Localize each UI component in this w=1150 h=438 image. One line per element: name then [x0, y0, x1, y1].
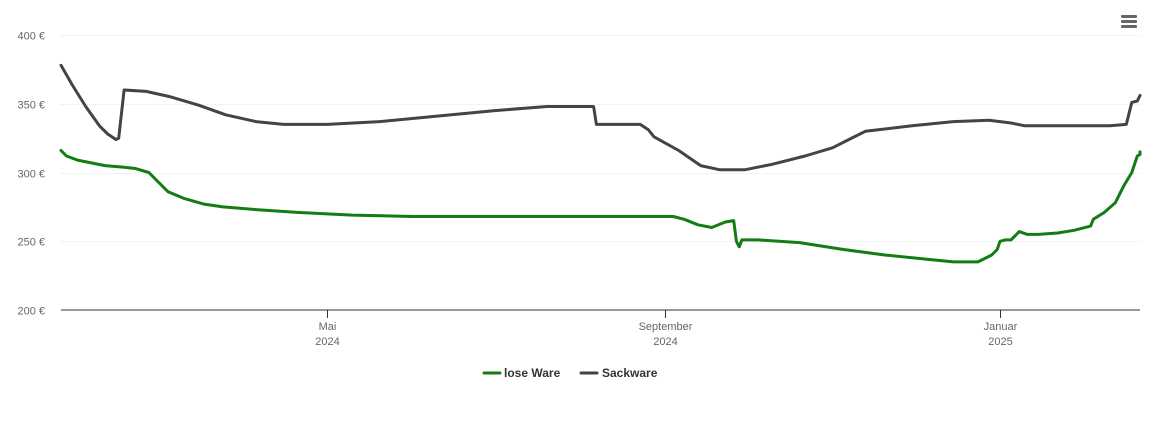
legend-label: Sackware	[602, 366, 658, 380]
x-tick-label-month: September	[639, 321, 693, 333]
hamburger-menu-icon	[1121, 15, 1137, 28]
legend-item-sackware[interactable]: Sackware	[579, 366, 658, 380]
x-tick-label-month: Mai	[319, 321, 337, 333]
x-axis: Mai 2024 September 2024 Januar 2025	[315, 310, 1018, 348]
x-tick-label-year: 2025	[988, 336, 1012, 348]
y-axis: 200 € 250 € 300 € 350 € 400 €	[17, 31, 45, 318]
y-tick-label: 350 €	[17, 100, 45, 112]
legend-label: lose Ware	[504, 366, 561, 380]
legend: lose Ware Sackware	[482, 366, 658, 380]
y-tick-label: 400 €	[17, 31, 45, 43]
series-group	[59, 63, 1142, 264]
series-line-sackware[interactable]	[59, 63, 1142, 172]
series-line-lose-ware[interactable]	[59, 149, 1142, 264]
y-tick-label: 200 €	[17, 306, 45, 318]
y-tick-label: 250 €	[17, 237, 45, 249]
x-tick-label-month: Januar	[984, 321, 1018, 333]
x-tick-label-year: 2024	[315, 336, 339, 348]
grid-lines	[61, 35, 1140, 242]
y-tick-label: 300 €	[17, 169, 45, 181]
legend-item-lose-ware[interactable]: lose Ware	[482, 366, 561, 380]
x-tick-label-year: 2024	[653, 336, 677, 348]
chart-menu-button[interactable]	[1117, 11, 1141, 33]
